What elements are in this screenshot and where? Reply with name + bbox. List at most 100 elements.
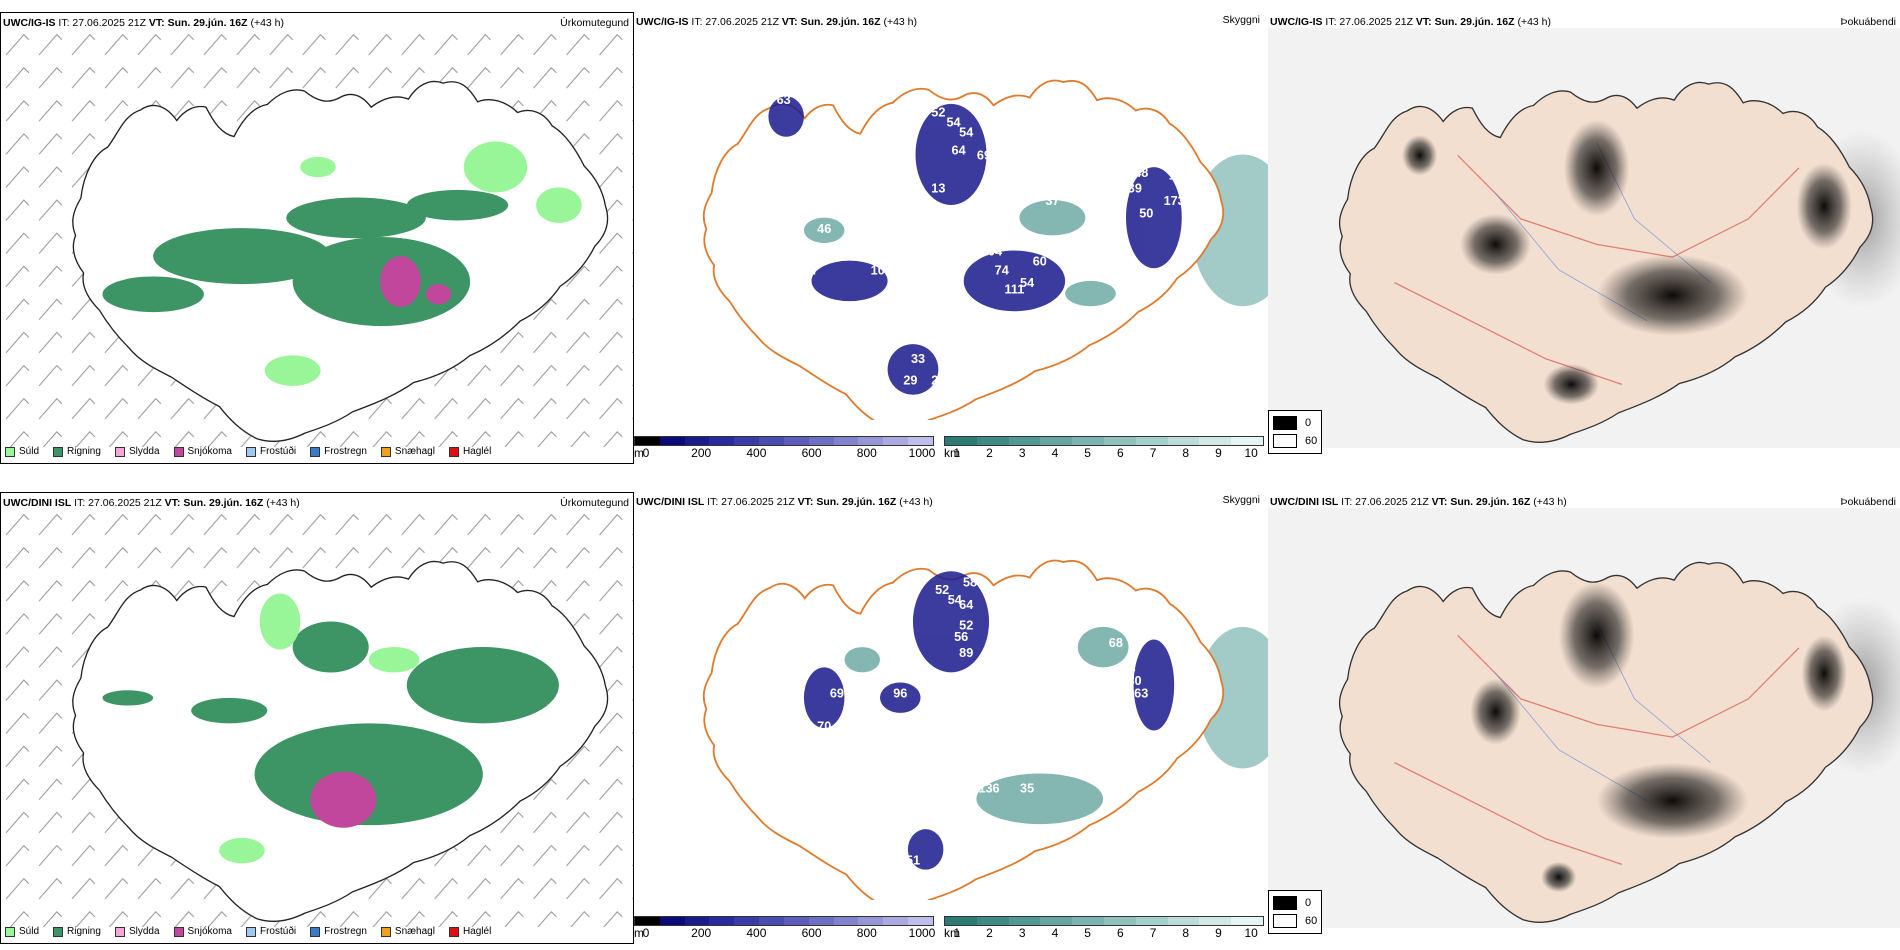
cloud-base-label: 29 (903, 374, 917, 388)
legend-item-rigning: Rigning (53, 926, 101, 937)
cloud-base-label: 96 (896, 712, 910, 726)
colorbar-visibility-tick-label: 1 (953, 446, 961, 460)
colorbar-height-tick-label: 1000 (908, 446, 936, 460)
cloud-base-label: 60 (1033, 255, 1047, 269)
colorbar-height-swatch (883, 437, 909, 445)
cloud-base-label: 136 (978, 782, 999, 796)
drizzle-areas (264, 141, 582, 386)
cloud-base-label: 181 (1088, 238, 1109, 252)
cloud-base-label: 86 (893, 732, 907, 746)
colorbar-visibility-tick-label: 3 (1018, 446, 1026, 460)
cloud-base-label: 69 (830, 687, 844, 701)
cloud-base-label: 96 (893, 687, 907, 701)
cloud-base-label: 39 (1128, 181, 1142, 195)
cloud-base-label: 70 (817, 720, 831, 734)
cloud-base-label: 32 (916, 870, 930, 884)
colorbar-height-swatch (808, 917, 834, 925)
colorbar-visibility: km 1 2 3 4 5 6 7 8 9 10 (944, 916, 1264, 940)
legend-item-frostudi: Frostúði (245, 446, 296, 457)
cloud-base-label: 52 (959, 618, 973, 632)
cloud-base-label: 15 (1099, 106, 1113, 120)
cloud-base-label: 63 (1134, 687, 1148, 701)
cloud-panel-row1: UWC/IG-IS IT: 27.06.2025 21Z VT: Sun. 29… (634, 12, 1268, 464)
cloud-base-label: 144 (839, 194, 860, 208)
colorbar-visibility-swatch (1040, 437, 1073, 445)
colorbar-height-swatch (759, 437, 784, 445)
precip-panel-row2: UWC/DINI ISL IT: 27.06.2025 21Z VT: Sun.… (0, 492, 634, 944)
cloud-base-label: 107 (1169, 169, 1190, 183)
panel-title: Skyggni (1222, 494, 1260, 506)
cloud-base-label: 173 (1164, 194, 1185, 208)
colorbar-height-tick-label: 600 (801, 926, 822, 940)
colorbar-height-swatch (659, 917, 685, 925)
legend-item-frostregn: Frostregn (310, 446, 367, 457)
fog-legend: 0 60 (1268, 890, 1323, 934)
cloud-base-label: 44 (893, 836, 907, 850)
colorbar-visibility-tick-label: 7 (1149, 446, 1157, 460)
precip-legend: Súld Rigning Slydda Snjókoma Frostúði Fr… (5, 926, 491, 937)
fog-panel-row2: UWC/DINI ISL IT: 27.06.2025 21Z VT: Sun.… (1268, 492, 1900, 944)
cloud-base-label: 50 (1139, 207, 1153, 221)
colorbar-visibility-tick-label: 8 (1182, 926, 1190, 940)
cloud-base-label: 64 (959, 598, 973, 612)
colorbar-height-swatch (635, 437, 660, 445)
cloud-base-label: 58 (963, 575, 977, 589)
cloud-base-label: 52 (931, 106, 945, 120)
colorbar-height-swatch (833, 437, 859, 445)
panel-title: Skyggni (1222, 14, 1260, 26)
snow-areas (380, 256, 452, 307)
colorbar-visibility-tick-label: 9 (1215, 926, 1222, 940)
colorbar-height-swatch (783, 437, 809, 445)
cloud-base-label: 103 (1156, 737, 1177, 751)
cloud-base-label: 54 (946, 116, 960, 130)
legend-item-snaehagl: Snæhagl (380, 926, 435, 937)
colorbar-visibility-tick-label: 5 (1084, 446, 1091, 460)
colorbar-visibility-swatch (976, 917, 1009, 925)
cloud-base-label: 68 (1109, 636, 1123, 650)
legend-item-slydda: Slydda (114, 446, 160, 457)
colorbar-visibility-swatch (1072, 917, 1104, 925)
panel-title: Úrkomutegund (560, 497, 629, 509)
colorbar-visibility-tick-label: 6 (1117, 446, 1124, 460)
colorbar-height-tick-label: 0 (642, 926, 650, 940)
colorbar-height-tick-label: 0 (642, 446, 650, 460)
legend-item-snaehagl: Snæhagl (380, 446, 435, 457)
cloud-base-label: 13 (931, 181, 945, 195)
cloud-base-label: 51 (906, 854, 920, 868)
colorbar-height-tick-label: 1000 (908, 926, 936, 940)
colorbar-height-tick-label: 200 (691, 446, 712, 460)
cloud-base-label: 54 (948, 593, 962, 607)
cloud-base-label: 38 (906, 333, 920, 347)
colorbar-visibility-swatch (976, 437, 1009, 445)
cloud-base-label: 49 (840, 709, 854, 723)
panel-header: UWC/DINI ISL IT: 27.06.2025 21Z VT: Sun.… (3, 497, 300, 509)
panel-header: UWC/IG-IS IT: 27.06.2025 21Z VT: Sun. 29… (3, 17, 285, 29)
cloud-base-label: 47 (997, 626, 1011, 640)
colorbar-visibility-swatch (1072, 437, 1104, 445)
legend-item-rigning: Rigning (53, 446, 101, 457)
colorbar-height-swatch (883, 917, 909, 925)
cloud-base-label: 62 (1081, 750, 1095, 764)
colorbar-height-tick-label: 800 (856, 926, 877, 940)
cloud-base-label: 111 (1106, 680, 1126, 694)
colorbar-visibility-tick-label: 3 (1018, 926, 1026, 940)
cloud-base-label: 56 (954, 630, 968, 644)
cloud-base-label: 33 (911, 352, 925, 366)
cloud-base-label: 74 (1045, 623, 1059, 637)
legend-item-slydda: Slydda (114, 926, 160, 937)
panel-title: Úrkomutegund (560, 17, 629, 29)
colorbar-height-tick-label: 400 (746, 446, 767, 460)
cloud-panel-row2: UWC/DINI ISL IT: 27.06.2025 21Z VT: Sun.… (634, 492, 1268, 944)
cloud-base-label: 64 (952, 143, 966, 157)
cloud-base-label: 29 (931, 374, 945, 388)
fog-legend-item-60: 60 (1273, 432, 1317, 450)
cloud-base-label: 54 (1020, 276, 1034, 290)
panel-header: UWC/IG-IS IT: 27.06.2025 21Z VT: Sun. 29… (636, 16, 918, 28)
panel-header: UWC/IG-IS IT: 27.06.2025 21Z VT: Sun. 29… (1270, 16, 1552, 28)
cloud-base-label: 68 (944, 768, 958, 782)
colorbar-height-swatch (635, 917, 660, 925)
colorbar-height: m 0 200 400 600 800 1000 (634, 916, 936, 940)
